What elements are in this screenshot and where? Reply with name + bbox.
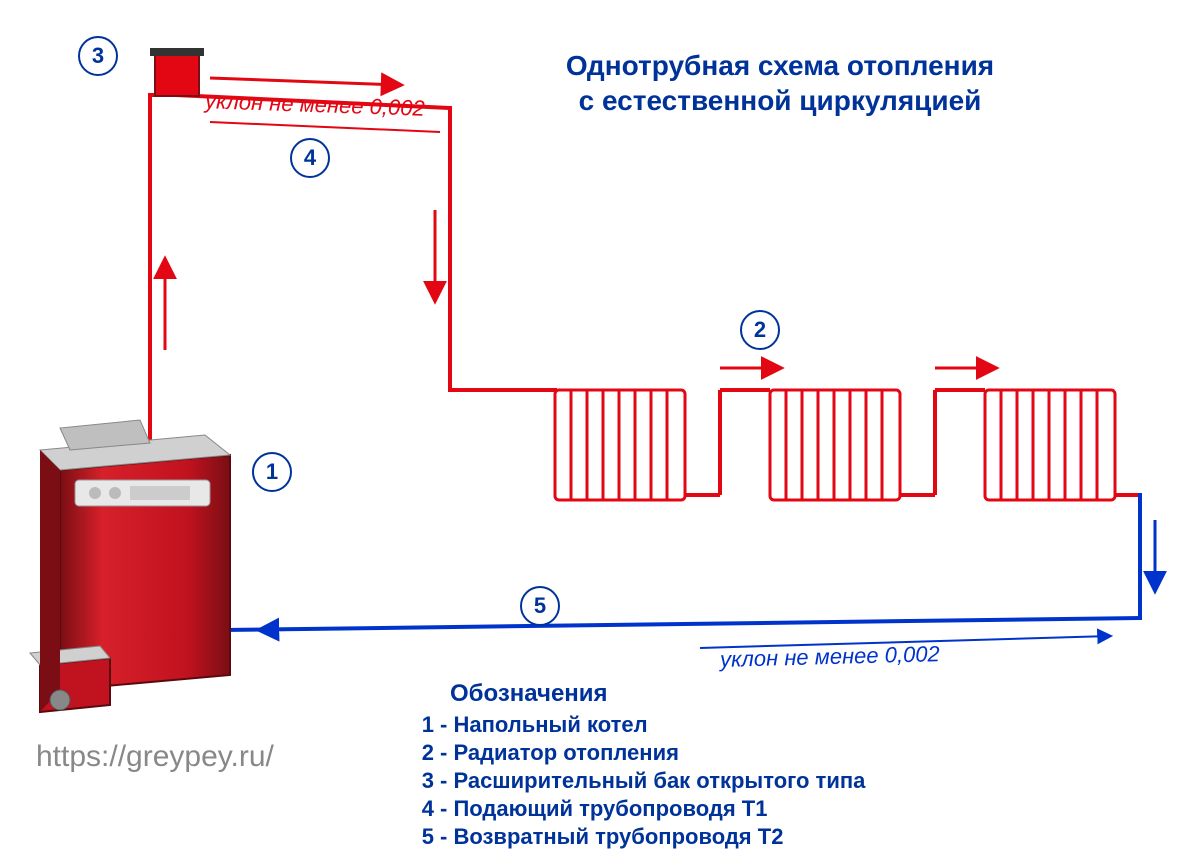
diagram-title: Однотрубная схема отопления с естественн… bbox=[460, 48, 1100, 118]
legend-row: 3- Расширительный бак открытого типа bbox=[410, 768, 865, 794]
slope-line-top bbox=[210, 122, 440, 132]
flow-arrows-hot bbox=[165, 78, 995, 368]
legend-row: 2- Радиатор отопления bbox=[410, 740, 679, 766]
radiator bbox=[555, 390, 685, 500]
supply-pipe bbox=[150, 75, 555, 470]
title-line1: Однотрубная схема отопления bbox=[566, 50, 994, 81]
radiator bbox=[770, 390, 900, 500]
flow-arrows-cold bbox=[260, 520, 1155, 630]
radiator bbox=[985, 390, 1115, 500]
legend-row: 5- Возвратный трубопроводя T2 bbox=[410, 824, 783, 850]
boiler bbox=[30, 420, 230, 712]
legend-title: Обозначения bbox=[450, 680, 608, 708]
callout-2: 2 bbox=[740, 310, 780, 350]
legend-row: 4- Подающий трубопроводя T1 bbox=[410, 796, 767, 822]
callout-3: 3 bbox=[78, 36, 118, 76]
callout-4: 4 bbox=[290, 138, 330, 178]
callout-1: 1 bbox=[252, 452, 292, 492]
radiators-group bbox=[555, 390, 1140, 500]
title-line2: с естественной циркуляцией bbox=[579, 85, 982, 116]
callout-5: 5 bbox=[520, 586, 560, 626]
legend-row: 1- Напольный котел bbox=[410, 712, 648, 738]
watermark-url: https://greypey.ru/ bbox=[36, 740, 274, 774]
return-pipe bbox=[225, 495, 1140, 630]
expansion-tank bbox=[150, 48, 204, 96]
